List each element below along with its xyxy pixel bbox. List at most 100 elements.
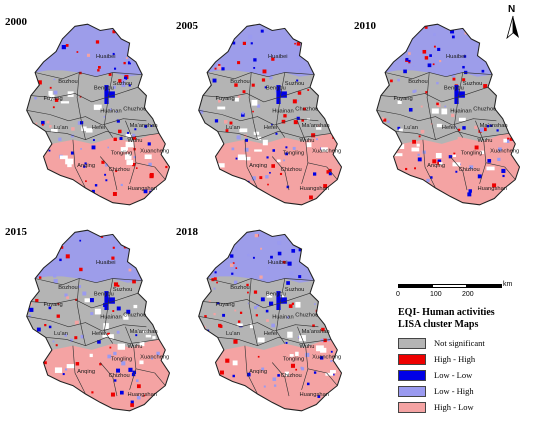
- cluster-cell: [53, 78, 56, 81]
- city-label: Xuancheng: [140, 148, 169, 154]
- cluster-cell: [322, 96, 325, 99]
- no-data-cell: [330, 370, 336, 374]
- city-label: Bengbu: [266, 291, 286, 297]
- cluster-cell: [60, 246, 64, 249]
- city-border: [76, 72, 86, 140]
- no-data-cell: [50, 128, 58, 133]
- cluster-cell: [487, 159, 492, 163]
- cluster-cell: [77, 121, 82, 125]
- cluster-cell: [276, 291, 281, 310]
- cluster-cell: [119, 390, 124, 395]
- cluster-cell: [204, 315, 207, 318]
- cluster-cell: [169, 104, 170, 109]
- cluster-cell: [128, 367, 133, 372]
- region-high-low: [43, 339, 170, 411]
- cluster-cell: [454, 184, 457, 187]
- city-label: Wuhu: [127, 138, 142, 144]
- cluster-cell: [437, 161, 441, 166]
- cluster-cell: [156, 351, 160, 356]
- cluster-cell: [498, 147, 502, 152]
- cluster-cell: [214, 67, 217, 70]
- city-label: Fuyang: [44, 96, 63, 102]
- cluster-cell: [34, 96, 37, 100]
- cluster-cell: [417, 153, 420, 157]
- cluster-cell: [294, 42, 296, 45]
- cluster-cell: [113, 67, 117, 70]
- cluster-cell: [312, 324, 315, 328]
- cluster-cell: [237, 320, 241, 323]
- cluster-cell: [44, 323, 47, 327]
- region-low-high: [207, 24, 315, 77]
- cluster-cell: [292, 99, 297, 104]
- cluster-cell: [140, 57, 145, 62]
- city-label: Ma'anshan: [302, 123, 330, 129]
- cluster-cell: [213, 313, 216, 316]
- scale-unit: km: [503, 281, 513, 288]
- cluster-cell: [82, 291, 87, 296]
- no-data-cell: [124, 153, 132, 160]
- cluster-cell: [326, 247, 330, 251]
- cluster-cell: [432, 63, 435, 66]
- province-outline: [26, 229, 170, 412]
- cluster-cell: [41, 123, 44, 126]
- cluster-cell: [43, 44, 46, 47]
- cluster-cell: [242, 90, 246, 94]
- cluster-cell: [89, 298, 94, 303]
- no-data-cell: [486, 166, 495, 171]
- cluster-cell: [313, 371, 317, 374]
- cluster-cell: [135, 263, 140, 268]
- cluster-cell: [246, 372, 251, 377]
- cluster-cell: [34, 234, 38, 239]
- no-data-cell: [237, 154, 246, 161]
- city-border: [244, 345, 258, 395]
- no-data-cell: [325, 372, 334, 376]
- cluster-cell: [164, 402, 166, 405]
- cluster-cell: [213, 277, 217, 281]
- legend-item-high-low: High - Low: [398, 399, 538, 415]
- no-data-cell: [441, 108, 448, 115]
- cluster-cell: [290, 26, 294, 30]
- city-label: Huangshan: [127, 392, 157, 398]
- no-data-cell: [133, 304, 138, 309]
- cluster-cell: [44, 238, 48, 241]
- cluster-cell: [257, 355, 260, 358]
- cluster-cell: [255, 406, 258, 409]
- cluster-cell: [469, 165, 474, 170]
- cluster-cell: [418, 135, 421, 138]
- cluster-cell: [336, 47, 340, 51]
- city-border: [45, 336, 160, 347]
- city-label: Bozhou: [230, 285, 250, 291]
- cluster-cell: [65, 254, 70, 259]
- cluster-cell: [387, 120, 390, 123]
- cluster-cell: [150, 238, 153, 241]
- cluster-cell: [43, 36, 47, 40]
- city-label: Huaibei: [268, 54, 288, 60]
- cluster-cell: [142, 285, 146, 290]
- cluster-cell: [219, 324, 223, 328]
- cluster-cell: [239, 192, 241, 194]
- year-label: 2010: [354, 20, 376, 32]
- no-data-cell: [306, 142, 312, 148]
- cluster-cell: [134, 376, 137, 380]
- cluster-cell: [78, 285, 82, 288]
- city-label: Bozhou: [58, 79, 78, 85]
- cluster-cell: [103, 116, 106, 118]
- map-panel-2000: Bozhou Fuyang Huaibei Suzhou Bengbu Huainan Ch…: [0, 14, 170, 214]
- city-label: Tongling: [461, 150, 482, 156]
- cluster-cell: [216, 171, 219, 175]
- cluster-cell: [35, 122, 38, 125]
- cluster-cell: [269, 76, 273, 80]
- legend: EQI- Human activities LISA cluster Maps …: [398, 307, 538, 415]
- cluster-cell: [242, 41, 246, 45]
- cluster-cell: [381, 137, 385, 141]
- cluster-cell: [408, 59, 411, 63]
- cluster-cell: [56, 389, 60, 393]
- scale-bar: km 0 100 200: [396, 281, 512, 304]
- cluster-cell: [65, 368, 68, 371]
- cluster-cell: [272, 198, 276, 202]
- city-label: Tongling: [111, 150, 132, 156]
- cluster-cell: [304, 390, 309, 395]
- city-border: [35, 72, 143, 80]
- no-data-cell: [256, 136, 262, 141]
